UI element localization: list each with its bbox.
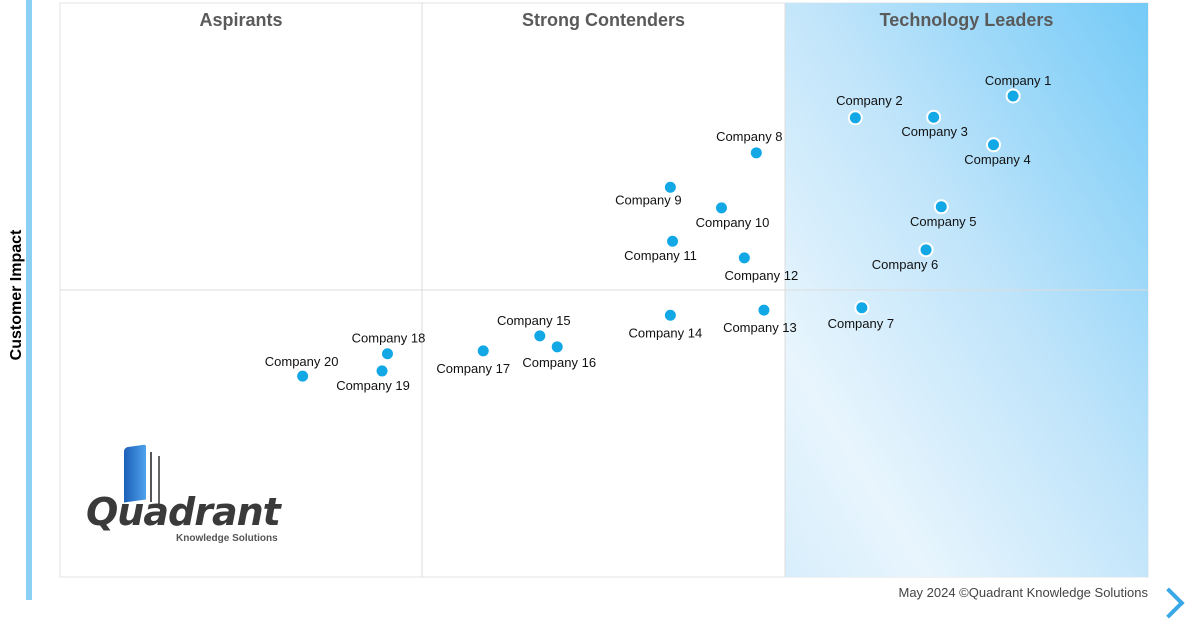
point-label: Company 12 — [724, 268, 798, 283]
data-point[interactable] — [1005, 88, 1021, 104]
data-point[interactable] — [736, 250, 752, 266]
data-point[interactable] — [926, 109, 942, 125]
point-label: Company 4 — [964, 152, 1030, 167]
data-point[interactable] — [748, 145, 764, 161]
point-label: Company 20 — [265, 354, 339, 369]
quadrant-title: Technology Leaders — [880, 10, 1054, 30]
point-label: Company 15 — [497, 313, 571, 328]
logo-tagline: Knowledge Solutions — [176, 533, 278, 544]
point-label: Company 8 — [716, 129, 782, 144]
data-point[interactable] — [756, 302, 772, 318]
data-point[interactable] — [549, 339, 565, 355]
point-label: Company 18 — [352, 331, 426, 346]
data-point[interactable] — [714, 200, 730, 216]
point-label: Company 11 — [624, 248, 697, 263]
point-label: Company 14 — [629, 325, 703, 340]
point-label: Company 5 — [910, 214, 976, 229]
point-label: Company 6 — [872, 257, 938, 272]
point-label: Company 3 — [901, 124, 967, 139]
axis-bar — [26, 0, 32, 600]
data-point[interactable] — [475, 343, 491, 359]
copyright-footer: May 2024 ©Quadrant Knowledge Solutions — [898, 585, 1148, 600]
quadrant-title: Aspirants — [199, 10, 282, 30]
point-label: Company 10 — [696, 215, 770, 230]
logo-name: Quadrant — [86, 490, 281, 534]
data-point[interactable] — [532, 328, 548, 344]
point-label: Company 19 — [336, 378, 410, 393]
point-label: Company 13 — [723, 320, 797, 335]
data-point[interactable] — [374, 363, 390, 379]
point-label: Company 17 — [436, 361, 510, 376]
quadrant-logo: Quadrant Knowledge Solutions — [86, 444, 296, 546]
data-point[interactable] — [662, 179, 678, 195]
data-point[interactable] — [295, 368, 311, 384]
data-point[interactable] — [379, 346, 395, 362]
data-point[interactable] — [847, 110, 863, 126]
point-label: Company 2 — [836, 93, 902, 108]
data-point[interactable] — [918, 242, 934, 258]
data-point[interactable] — [933, 199, 949, 215]
data-point[interactable] — [854, 300, 870, 316]
quadrant-chart: Aspirants Strong Contenders Technology Lea… — [59, 2, 1149, 578]
point-label: Company 16 — [522, 355, 596, 370]
point-label: Company 7 — [828, 316, 894, 331]
point-label: Company 9 — [615, 192, 681, 207]
quadrant-title: Strong Contenders — [522, 10, 685, 30]
data-point[interactable] — [662, 307, 678, 323]
point-label: Company 1 — [985, 73, 1051, 88]
data-point[interactable] — [986, 137, 1002, 153]
data-point[interactable] — [665, 233, 681, 249]
